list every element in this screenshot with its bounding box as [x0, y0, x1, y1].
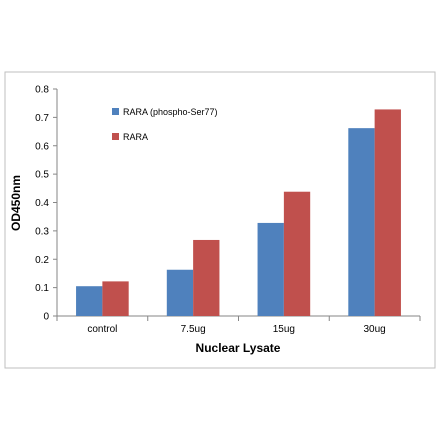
legend-swatch: [112, 108, 119, 115]
x-tick-label: control: [87, 324, 117, 335]
x-tick-label: 15ug: [273, 324, 295, 335]
bar: [348, 128, 375, 316]
x-axis-label: Nuclear Lysate: [196, 341, 281, 355]
legend-label: RARA: [123, 132, 148, 142]
y-tick-label: 0.1: [35, 283, 49, 294]
y-tick-label: 0.3: [35, 226, 49, 237]
legend: RARA (phospho-Ser77) RARA: [112, 107, 218, 142]
y-tick-label: 0: [43, 312, 49, 323]
y-axis-label: OD450nm: [9, 175, 23, 231]
bar: [166, 269, 194, 316]
x-tick-label: 30ug: [364, 324, 386, 335]
bar: [193, 239, 220, 316]
y-tick-label: 0.5: [35, 170, 49, 181]
y-tick-label: 0.2: [35, 255, 49, 266]
x-tick-label: 7.5ug: [181, 324, 206, 335]
y-tick-label: 0.8: [35, 85, 49, 96]
bar: [76, 286, 103, 316]
bar: [374, 109, 401, 317]
y-tick-label: 0.7: [35, 113, 49, 124]
legend-label: RARA (phospho-Ser77): [123, 107, 218, 117]
bar: [283, 191, 311, 316]
legend-swatch: [112, 133, 119, 140]
bar: [257, 222, 284, 316]
bar: [102, 281, 129, 316]
plot-area: 0 0.1 0.2 0.3 0.4 0.5 0.6 0.7 0.8 control 7.5ug 15u…: [35, 85, 421, 335]
y-tick-label: 0.6: [35, 141, 49, 152]
y-tick-label: 0.4: [35, 198, 49, 209]
